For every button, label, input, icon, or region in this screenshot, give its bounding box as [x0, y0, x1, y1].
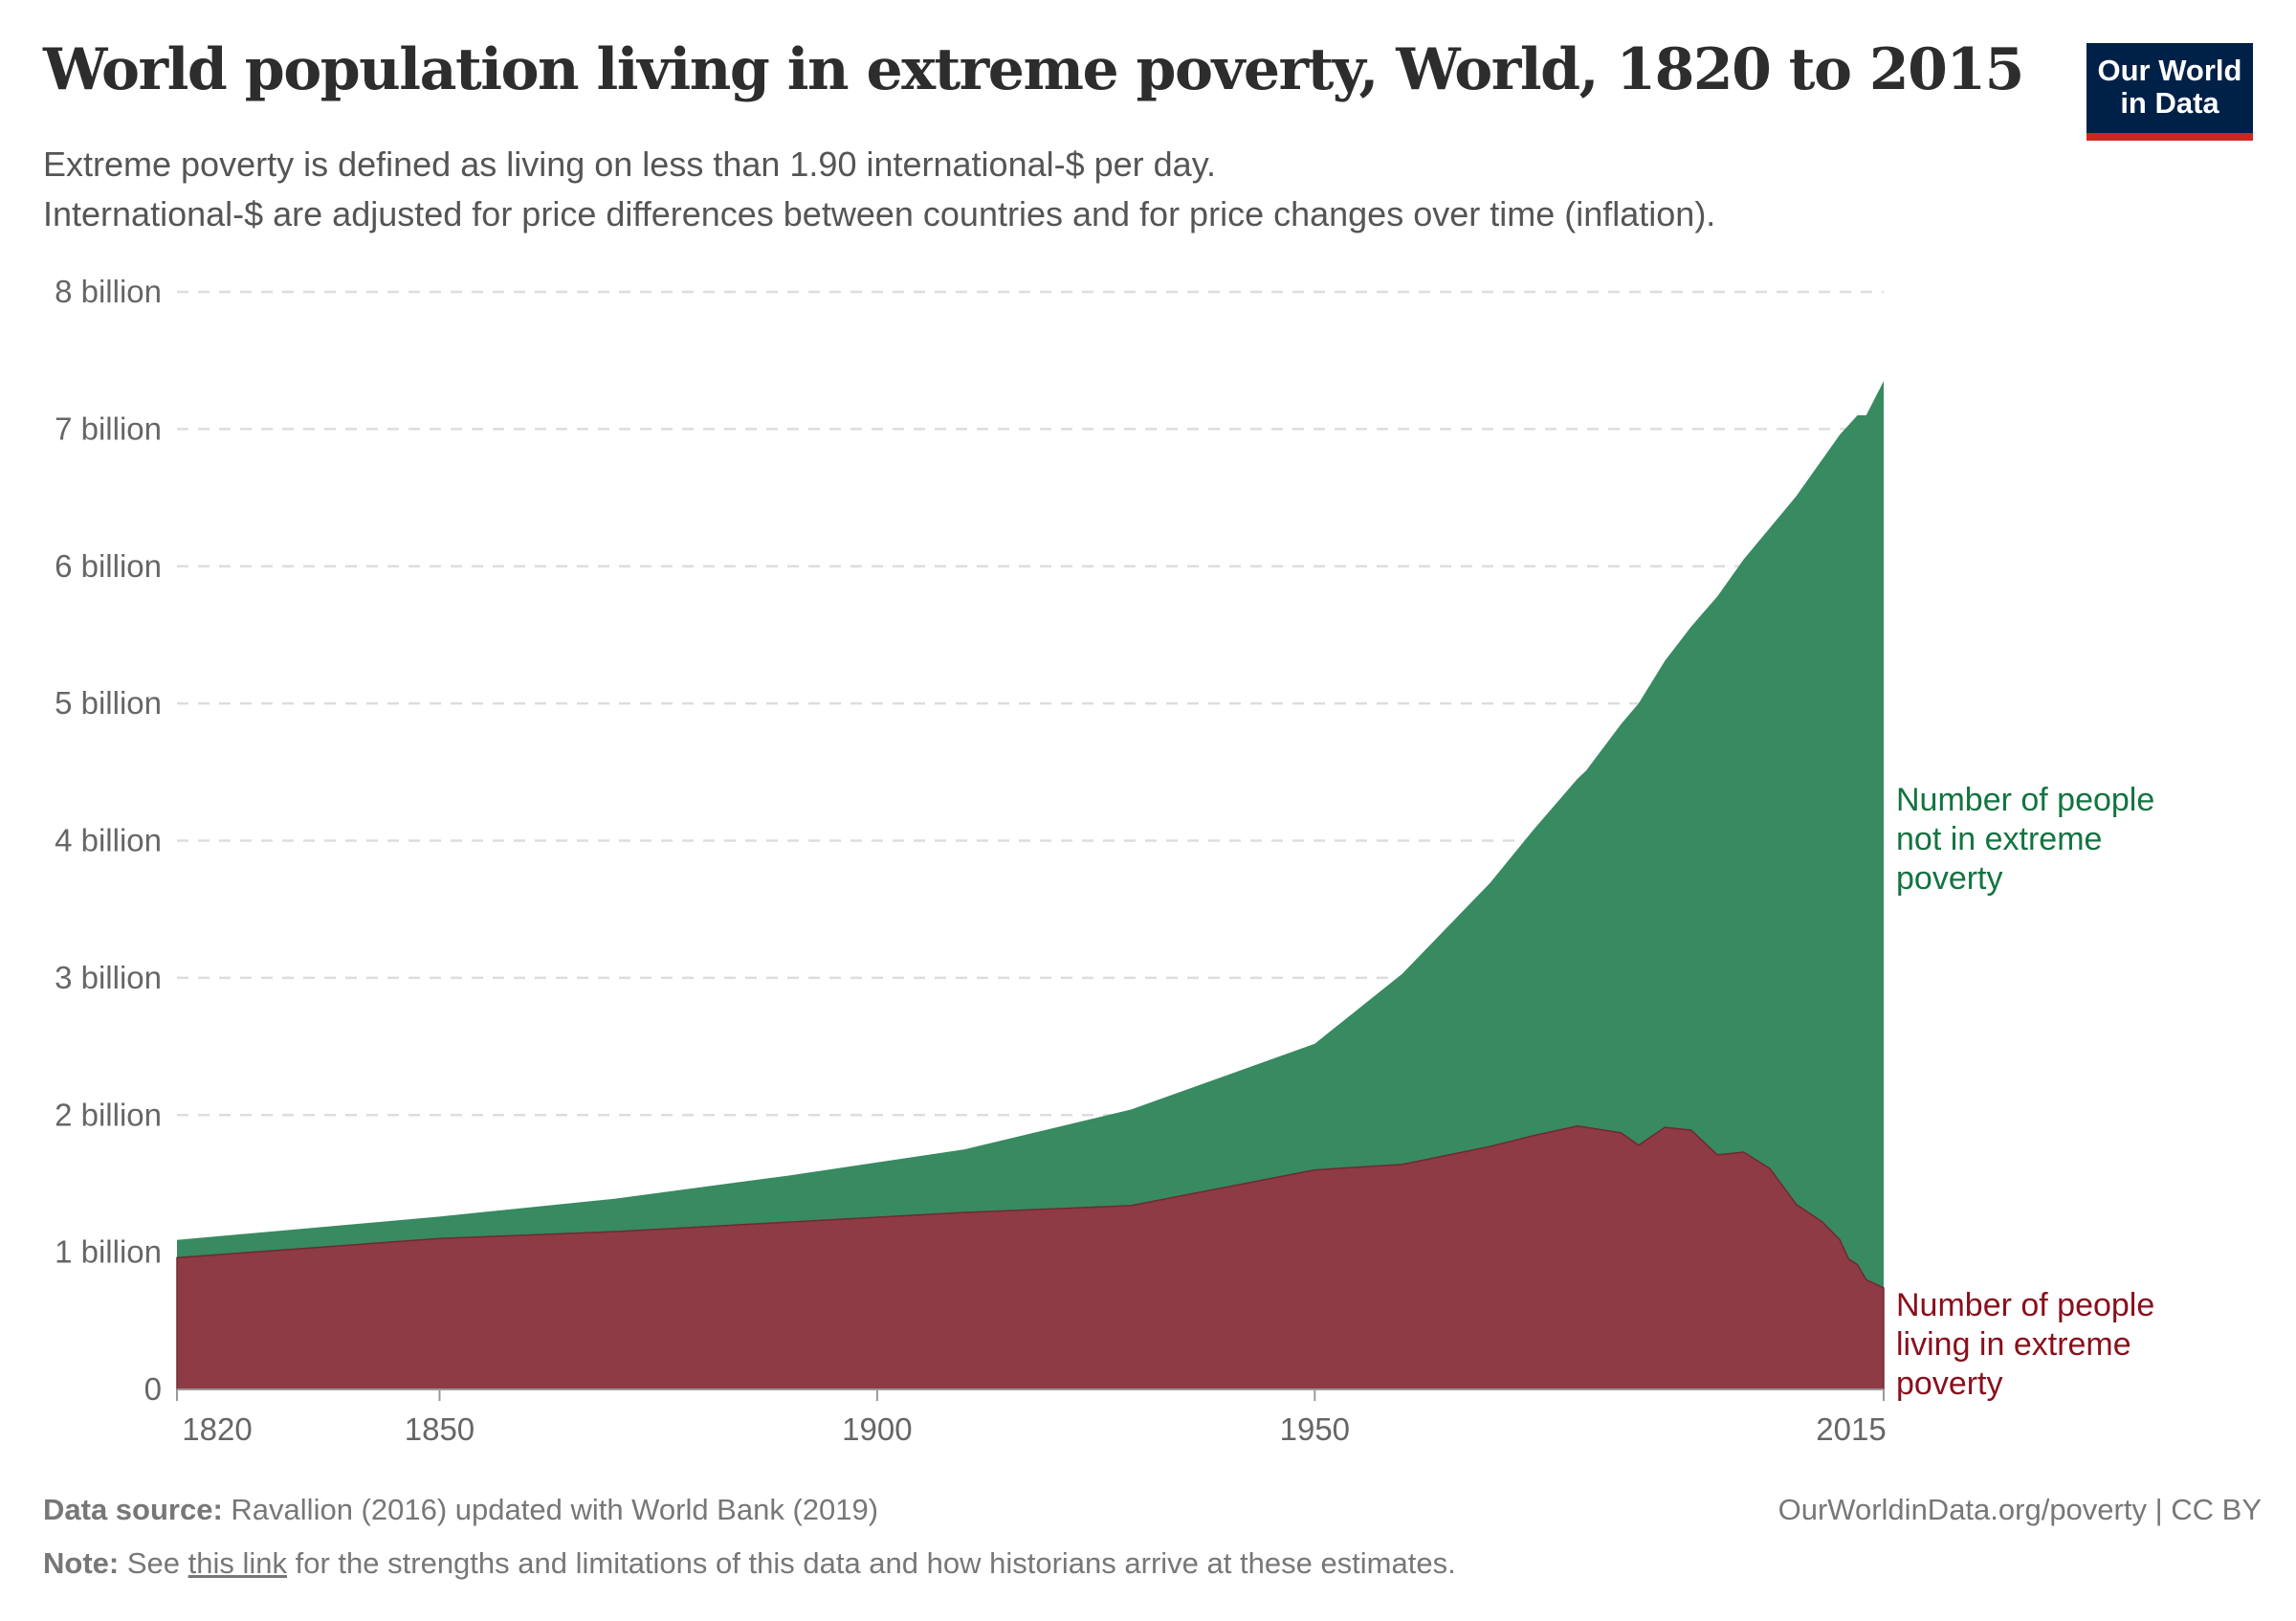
y-tick-label: 5 billion: [55, 685, 162, 721]
y-tick-label: 0: [144, 1371, 162, 1407]
series-label-not-in-poverty: not in extreme: [1896, 821, 2102, 857]
area-not-in-poverty: [177, 381, 1884, 1390]
note-link[interactable]: this link: [188, 1546, 288, 1580]
subtitle-line-1: Extreme poverty is defined as living on …: [43, 144, 1217, 184]
chart-subtitle: Extreme poverty is defined as living on …: [43, 140, 1715, 239]
x-tick-label: 2015: [1816, 1411, 1886, 1447]
series-label-not-in-poverty: Number of people: [1896, 782, 2154, 818]
data-source: Data source: Ravallion (2016) updated wi…: [43, 1493, 878, 1527]
y-tick-label: 8 billion: [55, 274, 162, 309]
note: Note: See this link for the strengths an…: [43, 1546, 1456, 1581]
source-url[interactable]: OurWorldinData.org/poverty | CC BY: [1777, 1493, 2262, 1526]
y-tick-label: 1 billion: [55, 1234, 162, 1270]
owid-logo[interactable]: Our World in Data: [2086, 43, 2253, 141]
x-tick-label: 1900: [842, 1411, 912, 1447]
y-tick-label: 3 billion: [55, 960, 162, 995]
logo-line-1: Our World: [2097, 54, 2242, 87]
x-tick-label: 1850: [405, 1411, 475, 1447]
series-label-extreme-poverty: Number of people: [1896, 1287, 2154, 1323]
source-text: Ravallion (2016) updated with World Bank…: [231, 1493, 879, 1526]
series-label-extreme-poverty: poverty: [1896, 1366, 2003, 1402]
note-label: Note:: [43, 1546, 120, 1580]
x-tick-label: 1950: [1280, 1411, 1350, 1447]
series-label-not-in-poverty: poverty: [1896, 860, 2003, 897]
x-tick-label: 1820: [182, 1411, 252, 1447]
source-label: Data source:: [43, 1493, 223, 1526]
subtitle-line-2: International-$ are adjusted for price d…: [43, 194, 1716, 233]
y-tick-label: 6 billion: [55, 548, 162, 584]
area-extreme-poverty: [176, 1124, 1885, 1390]
logo-line-2: in Data: [2120, 86, 2219, 120]
y-tick-label: 2 billion: [55, 1097, 162, 1132]
y-tick-label: 4 billion: [55, 823, 162, 858]
note-pre: See: [126, 1546, 181, 1580]
chart-title: World population living in extreme pover…: [43, 36, 2024, 103]
y-tick-label: 7 billion: [55, 411, 162, 446]
note-post: for the strengths and limitations of thi…: [295, 1546, 1456, 1580]
series-label-extreme-poverty: living in extreme: [1896, 1326, 2131, 1363]
